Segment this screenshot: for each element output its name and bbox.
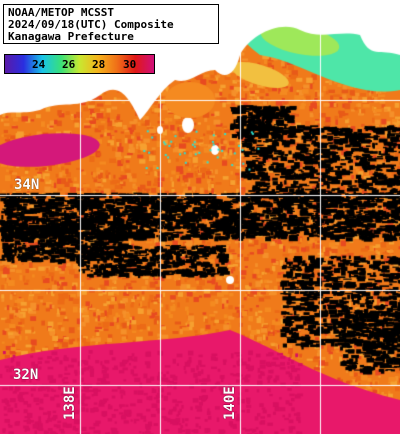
scale-tick-28: 28 [92,58,106,71]
lon-label-138e: 138E [62,386,78,420]
color-scale-gradient [5,55,154,73]
color-scale-bar: 24 26 28 30 [4,54,155,74]
scale-tick-24: 24 [32,58,46,71]
title-box: NOAA/METOP MCSST 2024/09/18(UTC) Composi… [3,4,219,44]
title-line-3: Kanagawa Prefecture [8,30,134,43]
lon-label-140e: 140E [222,386,238,420]
scale-tick-30: 30 [123,58,137,71]
lat-label-32n: 32N [13,367,39,383]
lat-label-34n: 34N [14,177,40,193]
title-line-1: NOAA/METOP MCSST [8,6,114,19]
title-line-2: 2024/09/18(UTC) Composite [8,18,174,31]
scale-tick-26: 26 [62,58,76,71]
